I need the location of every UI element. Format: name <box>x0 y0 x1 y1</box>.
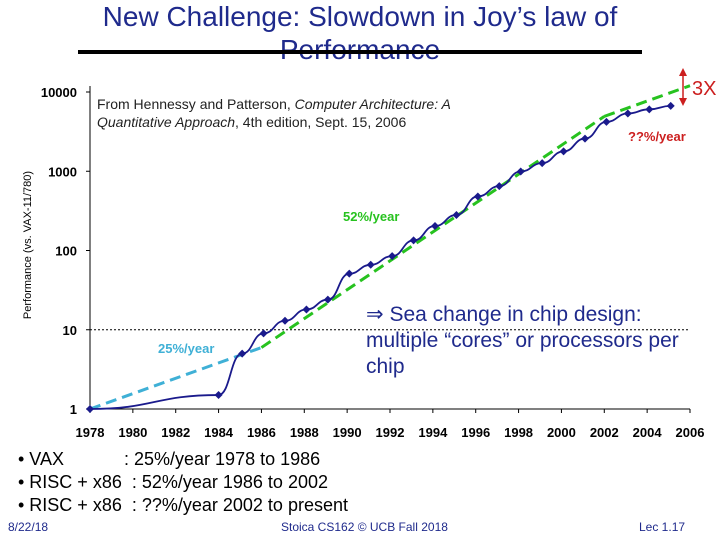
bullet-risc-2002: • RISC + x86 : ??%/year 2002 to present <box>18 495 348 515</box>
data-point <box>516 167 525 176</box>
x-tick-label: 1996 <box>461 425 490 440</box>
source-note: From Hennessy and Patterson, Computer Ar… <box>97 95 467 131</box>
source-note-book: Computer Architecture: A Quantitative Ap… <box>97 96 451 130</box>
callout-body: Sea change in chip design: multiple “cor… <box>366 303 679 378</box>
x-tick-label: 1994 <box>418 425 448 440</box>
data-point <box>623 109 632 118</box>
data-point <box>581 134 589 143</box>
y-tick-label: 100 <box>55 244 77 259</box>
x-tick-label: 1988 <box>290 425 319 440</box>
y-tick-label: 1 <box>70 402 77 417</box>
data-point <box>281 316 289 325</box>
x-tick-label: 2004 <box>633 425 663 440</box>
x-tick-label: 1982 <box>161 425 190 440</box>
data-point <box>86 405 94 413</box>
series-line <box>89 104 671 410</box>
data-point <box>238 349 247 358</box>
y-tick-label: 10000 <box>41 85 77 100</box>
gap-arrow-down <box>679 98 687 106</box>
x-tick-label: 2000 <box>547 425 576 440</box>
chart-labels: 25%/year 52%/year ??%/year 3X <box>158 68 716 356</box>
gap-label: 3X <box>692 78 716 100</box>
data-point <box>473 192 482 201</box>
data-point <box>559 147 568 156</box>
data-point <box>452 210 461 219</box>
trend-line-vax <box>89 346 262 411</box>
source-note-tail: , 4th edition, Sept. 15, 2006 <box>235 114 407 130</box>
data-point <box>409 236 418 245</box>
rate-label-recent: ??%/year <box>628 129 686 144</box>
trend-line-recent <box>603 84 691 118</box>
footer-date: 8/22/18 <box>8 520 49 534</box>
data-point <box>538 159 547 168</box>
x-tick-label: 1998 <box>504 425 533 440</box>
implies-symbol: ⇒ <box>366 303 384 326</box>
data-point <box>388 252 397 261</box>
data-point <box>602 117 611 126</box>
data-point <box>666 101 675 110</box>
chart-axes: 1 10 100 1000 10000 1978 1980 1982 1984 1986 1988 1… <box>41 85 705 440</box>
x-tick-label: 1986 <box>247 425 276 440</box>
data-point <box>431 221 439 230</box>
x-tick-label: 1978 <box>76 425 105 440</box>
rate-label-vax: 25%/year <box>158 341 214 356</box>
x-tick-label: 1984 <box>204 425 234 440</box>
slide-title: New Challenge: Slowdown in Joy’s law of … <box>102 1 618 65</box>
bullet-list: • VAX : 25%/year 1978 to 1986 • RISC + x… <box>18 448 348 517</box>
source-note-lead: From Hennessy and Patterson, <box>97 96 295 112</box>
rate-label-risc: 52%/year <box>343 209 399 224</box>
y-axis-title: Performance (vs. VAX-11/780) <box>22 170 34 320</box>
x-tick-label: 1980 <box>118 425 147 440</box>
data-point <box>366 260 375 269</box>
gap-arrow-up <box>679 68 687 76</box>
x-tick-label: 1990 <box>333 425 362 440</box>
series-layer <box>86 101 675 413</box>
bullet-risc-1986: • RISC + x86 : 52%/year 1986 to 2002 <box>18 472 328 492</box>
data-point <box>302 305 311 314</box>
trend-line-risc <box>260 115 606 349</box>
x-tick-label: 2002 <box>590 425 619 440</box>
footer-course: Stoica CS162 © UCB Fall 2018 <box>281 520 448 534</box>
data-point <box>495 182 504 191</box>
y-tick-label: 1000 <box>48 164 77 179</box>
data-point <box>645 105 654 114</box>
title-underline <box>78 50 642 54</box>
data-point <box>323 295 332 304</box>
data-point <box>259 329 268 338</box>
footer-lecture: Lec 1.17 <box>639 520 686 534</box>
data-point <box>214 391 223 400</box>
trend-lines <box>89 84 691 411</box>
bullet-vax: • VAX : 25%/year 1978 to 1986 <box>18 449 321 469</box>
y-tick-label: 10 <box>63 323 77 338</box>
x-tick-label: 2006 <box>676 425 705 440</box>
callout-text: ⇒ Sea change in chip design: multiple “c… <box>366 302 706 380</box>
data-point <box>345 269 354 278</box>
x-tick-label: 1992 <box>376 425 405 440</box>
